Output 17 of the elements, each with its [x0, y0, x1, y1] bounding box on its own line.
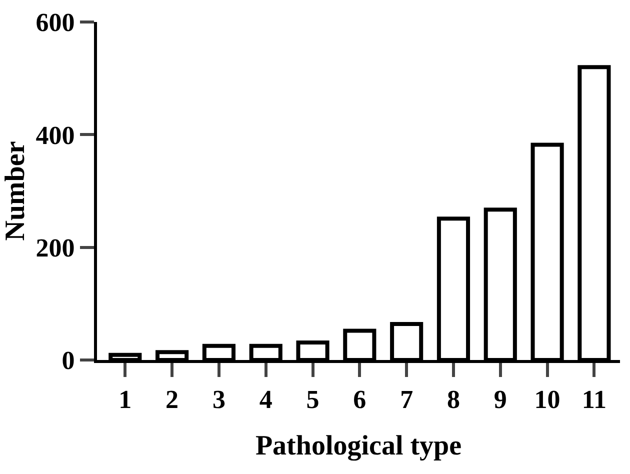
x-tick-label: 4	[259, 385, 272, 414]
x-axis-title: Pathological type	[255, 430, 462, 462]
x-tick-label: 8	[446, 385, 460, 414]
y-tick-label: 600	[36, 8, 75, 38]
y-tick-label: 0	[62, 346, 75, 376]
y-tick-label: 200	[36, 233, 75, 262]
x-tick-label: 1	[118, 385, 132, 414]
x-tick-label: 2	[166, 385, 179, 414]
x-tick-label: 5	[306, 385, 320, 414]
x-tick-label: 11	[582, 385, 606, 414]
x-tick-label: 10	[534, 385, 560, 414]
x-tick-label: 3	[212, 385, 226, 414]
x-tick-label: 6	[353, 385, 366, 414]
x-tick-label: 7	[400, 385, 414, 414]
y-tick-label: 400	[36, 120, 75, 150]
y-axis-title: Number	[0, 141, 31, 241]
x-tick-label: 9	[494, 385, 507, 414]
